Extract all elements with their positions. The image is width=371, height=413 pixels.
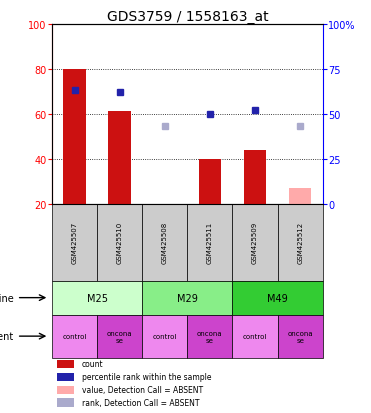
Text: GSM425508: GSM425508: [162, 221, 168, 263]
Bar: [244, 150, 266, 204]
Bar: [58, 399, 73, 406]
Bar: [58, 360, 73, 368]
Title: GDS3759 / 1558163_at: GDS3759 / 1558163_at: [106, 10, 268, 24]
Text: value, Detection Call = ABSENT: value, Detection Call = ABSENT: [82, 385, 203, 394]
Bar: [142, 315, 187, 358]
Text: control: control: [243, 333, 267, 339]
Text: GSM425509: GSM425509: [252, 221, 258, 263]
Bar: [52, 204, 97, 281]
Text: GSM425510: GSM425510: [116, 221, 123, 263]
Bar: [233, 281, 323, 315]
Text: M49: M49: [267, 293, 288, 303]
Bar: [142, 204, 187, 281]
Bar: [198, 159, 221, 204]
Text: M25: M25: [86, 293, 108, 303]
Text: GSM425511: GSM425511: [207, 221, 213, 263]
Bar: [142, 281, 233, 315]
Bar: [187, 204, 233, 281]
Bar: [63, 70, 86, 204]
Bar: [278, 315, 323, 358]
Text: percentile rank within the sample: percentile rank within the sample: [82, 373, 211, 381]
Text: control: control: [62, 333, 87, 339]
Text: cell line: cell line: [0, 293, 14, 303]
Bar: [97, 315, 142, 358]
Bar: [58, 386, 73, 394]
Bar: [52, 315, 97, 358]
Text: oncona
se: oncona se: [197, 330, 223, 343]
Bar: [58, 373, 73, 381]
Text: agent: agent: [0, 331, 14, 341]
Bar: [52, 281, 142, 315]
Text: oncona
se: oncona se: [107, 330, 132, 343]
Text: GSM425507: GSM425507: [72, 221, 78, 263]
Text: count: count: [82, 360, 104, 368]
Bar: [289, 188, 312, 204]
Bar: [154, 204, 176, 247]
Bar: [233, 204, 278, 281]
Text: M29: M29: [177, 293, 198, 303]
Bar: [278, 204, 323, 281]
Bar: [187, 315, 233, 358]
Text: GSM425512: GSM425512: [297, 221, 303, 263]
Text: rank, Detection Call = ABSENT: rank, Detection Call = ABSENT: [82, 398, 199, 407]
Text: control: control: [152, 333, 177, 339]
Bar: [108, 112, 131, 204]
Bar: [97, 204, 142, 281]
Bar: [233, 315, 278, 358]
Text: oncona
se: oncona se: [288, 330, 313, 343]
